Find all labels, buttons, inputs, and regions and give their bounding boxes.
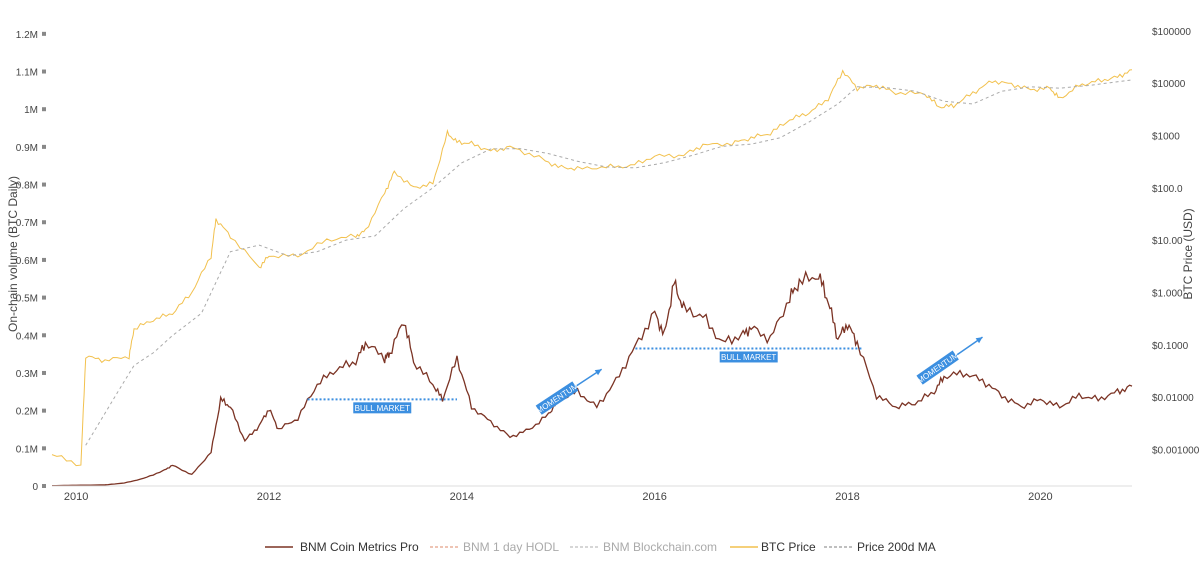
annotation-momentum: MOMENTUM [916,350,961,385]
y-left-tick-mark [42,370,46,375]
annotation-label: MOMENTUM [535,381,580,415]
y-left-tick-mark [42,295,46,300]
annotations: BULL MARKET BULL MARKET MOMENTUM MOMENTUM [307,336,983,415]
y-left-tick-mark [42,144,46,149]
x-tick-label: 2010 [64,491,88,503]
y-right-tick-label: $0.001000 [1152,445,1200,456]
y-left-tick-label: 1.2M [16,30,38,41]
y-left-tick-mark [42,484,46,488]
y-right-tick-label: $100000 [1152,27,1191,38]
y-right-tick-label: $1.000 [1152,288,1183,299]
y-left-tick-label: 0.2M [16,407,38,418]
annotation-arrow-head [975,337,983,344]
annotation-momentum: MOMENTUM [535,381,580,415]
y-left-tick-label: 0.1M [16,444,38,455]
y-left-tick-label: 1.1M [16,68,38,79]
y-right-tick-label: $100.0 [1152,184,1183,195]
annotation-label-box [916,350,959,385]
annotation-label: BULL MARKET [721,353,776,362]
x-tick-label: 2016 [642,491,666,503]
y-left-axis-title: On-chain volume (BTC Daily) [6,176,20,332]
y-left-tick-mark [42,31,46,36]
x-axis: 2010 2012 2014 2016 2018 2020 [52,485,1132,503]
y-right-tick-label: $0.1000 [1152,341,1189,352]
y-left-tick-label: 0.7M [16,218,38,229]
series-line [52,269,1133,487]
y-left-tick-label: 0 [32,482,38,493]
y-left-tick-mark [42,107,46,112]
y-left-tick-mark [42,182,46,187]
legend-item[interactable]: BNM Blockchain.com [603,540,717,554]
y-left-tick-label: 0.3M [16,369,38,380]
y-left-tick-mark [42,69,46,74]
x-tick-label: 2018 [835,491,859,503]
series-line [51,69,1133,467]
y-left-tick-label: 0.5M [16,294,38,305]
y-left-tick-label: 0.4M [16,331,38,342]
legend: BNM Coin Metrics Pro BNM 1 day HODL BNM Bl… [265,540,936,554]
y-right-tick-label: $0.01000 [1152,393,1194,404]
y-left-tick-label: 0.8M [16,181,38,192]
annotation-arrow-head [594,369,602,376]
y-right-tick-label: $10000 [1152,79,1186,90]
legend-item[interactable]: BTC Price [761,540,816,554]
legend-item[interactable]: BNM 1 day HODL [463,540,559,554]
plot-area [51,69,1133,487]
y-left-tick-mark [42,408,46,413]
x-tick-label: 2020 [1028,491,1052,503]
y-left-tick-mark [42,446,46,451]
y-left-tick-label: 0.6M [16,256,38,267]
legend-item[interactable]: BNM Coin Metrics Pro [300,540,419,554]
y-left-tick-mark [42,220,46,225]
y-right-axis-title: BTC Price (USD) [1181,208,1195,299]
left-axis: 0 0.1M 0.2M 0.3M 0.4M 0.5M 0.6M 0.7M 0.8M 0.9M 1M 1… [16,30,46,493]
y-right-tick-label: $10.00 [1152,236,1183,247]
y-left-tick-mark [42,257,46,262]
right-axis: $0.001000 $0.01000 $0.1000 $1.000 $10.00 $100… [1152,27,1200,457]
x-tick-label: 2014 [450,491,474,503]
x-tick-label: 2012 [257,491,281,503]
annotation-label: BULL MARKET [355,404,410,413]
y-left-tick-mark [42,333,46,338]
y-right-tick-label: $1000 [1152,131,1180,142]
legend-item[interactable]: Price 200d MA [857,540,936,554]
y-left-tick-label: 0.9M [16,143,38,154]
annotation-label: MOMENTUM [916,350,961,385]
y-left-tick-label: 1M [24,105,38,116]
annotation-label-box [719,351,778,363]
annotation-label-box [353,402,412,414]
annotation-label-box [535,381,579,415]
